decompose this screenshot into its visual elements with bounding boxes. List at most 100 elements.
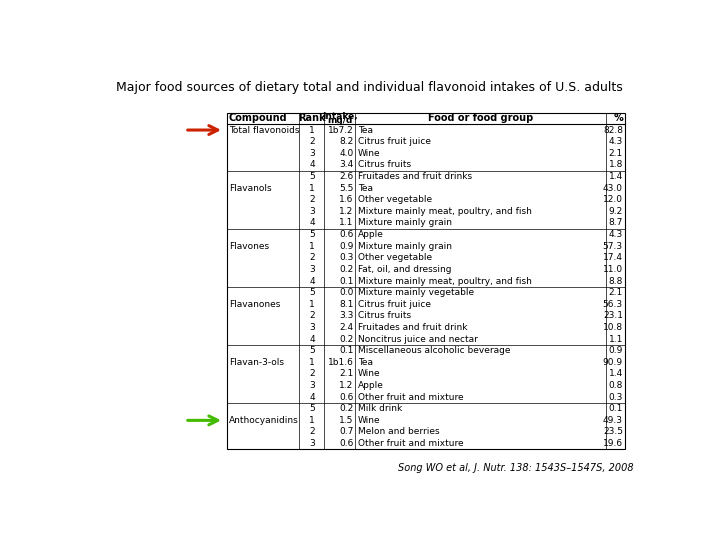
Text: 2: 2 [310, 195, 315, 204]
Text: Tea: Tea [358, 125, 373, 134]
Text: 56.3: 56.3 [603, 300, 623, 309]
Bar [227, 113, 624, 449]
Text: 4: 4 [310, 276, 315, 286]
Text: 3: 3 [309, 439, 315, 448]
Text: Mixture mainly grain: Mixture mainly grain [358, 219, 452, 227]
Text: 1.4: 1.4 [608, 369, 623, 379]
Text: 0.9: 0.9 [339, 242, 354, 251]
Text: 9.2: 9.2 [608, 207, 623, 216]
Text: 1.1: 1.1 [339, 219, 354, 227]
Text: 1: 1 [309, 125, 315, 134]
Text: Total flavonoids: Total flavonoids [229, 125, 300, 134]
Text: 2: 2 [310, 369, 315, 379]
Text: 1: 1 [309, 184, 315, 193]
Text: Other fruit and mixture: Other fruit and mixture [358, 393, 464, 402]
Text: Citrus fruits: Citrus fruits [358, 312, 411, 320]
Text: Apple: Apple [358, 381, 384, 390]
Text: Mixture mainly meat, poultry, and fish: Mixture mainly meat, poultry, and fish [358, 276, 531, 286]
Text: 0.8: 0.8 [608, 381, 623, 390]
Text: Apple: Apple [358, 230, 384, 239]
Text: Wine: Wine [358, 148, 380, 158]
Text: Anthocyanidins: Anthocyanidins [229, 416, 299, 425]
Text: 0.3: 0.3 [608, 393, 623, 402]
Text: 8.8: 8.8 [608, 276, 623, 286]
Text: Miscellaneous alcoholic beverage: Miscellaneous alcoholic beverage [358, 346, 510, 355]
Text: Noncitrus juice and nectar: Noncitrus juice and nectar [358, 335, 477, 343]
Text: 1: 1 [309, 358, 315, 367]
Text: 2: 2 [310, 312, 315, 320]
Text: 1.4: 1.4 [608, 172, 623, 181]
Text: 2.1: 2.1 [339, 369, 354, 379]
Text: 5: 5 [309, 172, 315, 181]
Text: 1b1.6: 1b1.6 [328, 358, 354, 367]
Text: 5: 5 [309, 288, 315, 297]
Text: Fruitades and fruit drinks: Fruitades and fruit drinks [358, 172, 472, 181]
Text: 0.6: 0.6 [339, 393, 354, 402]
Text: 0.6: 0.6 [339, 230, 354, 239]
Text: 23.5: 23.5 [603, 428, 623, 436]
Text: 23.1: 23.1 [603, 312, 623, 320]
Text: Citrus fruits: Citrus fruits [358, 160, 411, 170]
Text: 4: 4 [310, 160, 315, 170]
Text: Flavanones: Flavanones [229, 300, 280, 309]
Text: 0.1: 0.1 [339, 276, 354, 286]
Text: Mixture mainly vegetable: Mixture mainly vegetable [358, 288, 474, 297]
Text: 19.6: 19.6 [603, 439, 623, 448]
Text: 0.2: 0.2 [339, 404, 354, 413]
Text: 2: 2 [310, 137, 315, 146]
Text: 0.1: 0.1 [339, 346, 354, 355]
Text: 1.5: 1.5 [339, 416, 354, 425]
Text: 1.8: 1.8 [608, 160, 623, 170]
Text: 2: 2 [310, 428, 315, 436]
Text: 90.9: 90.9 [603, 358, 623, 367]
Text: 1b7.2: 1b7.2 [328, 125, 354, 134]
Text: 17.4: 17.4 [603, 253, 623, 262]
Text: 82.8: 82.8 [603, 125, 623, 134]
Text: 10.8: 10.8 [603, 323, 623, 332]
Text: 1: 1 [309, 416, 315, 425]
Text: Other vegetable: Other vegetable [358, 195, 432, 204]
Text: 3.4: 3.4 [339, 160, 354, 170]
Text: Song WO et al, J. Nutr. 138: 1543S–1547S, 2008: Song WO et al, J. Nutr. 138: 1543S–1547S… [398, 463, 634, 473]
Text: Mixture mainly meat, poultry, and fish: Mixture mainly meat, poultry, and fish [358, 207, 531, 216]
Text: Citrus fruit juice: Citrus fruit juice [358, 300, 431, 309]
Text: 5: 5 [309, 404, 315, 413]
Text: 57.3: 57.3 [603, 242, 623, 251]
Text: 2: 2 [310, 253, 315, 262]
Text: 0.0: 0.0 [339, 288, 354, 297]
Text: 4.3: 4.3 [608, 230, 623, 239]
Text: 1: 1 [309, 300, 315, 309]
Text: 3.3: 3.3 [339, 312, 354, 320]
Text: 0.2: 0.2 [339, 335, 354, 343]
Text: mg/d: mg/d [328, 116, 353, 125]
Text: Citrus fruit juice: Citrus fruit juice [358, 137, 431, 146]
Text: 0.9: 0.9 [608, 346, 623, 355]
Text: 3: 3 [309, 323, 315, 332]
Text: Tea: Tea [358, 358, 373, 367]
Text: Intake,: Intake, [322, 112, 358, 121]
Text: 8.7: 8.7 [608, 219, 623, 227]
Text: 2.1: 2.1 [608, 148, 623, 158]
Text: 5.5: 5.5 [339, 184, 354, 193]
Text: 4.0: 4.0 [339, 148, 354, 158]
Text: 5: 5 [309, 230, 315, 239]
Text: Tea: Tea [358, 184, 373, 193]
Text: 11.0: 11.0 [603, 265, 623, 274]
Text: Fruitades and fruit drink: Fruitades and fruit drink [358, 323, 467, 332]
Text: 43.0: 43.0 [603, 184, 623, 193]
Text: 2.6: 2.6 [339, 172, 354, 181]
Text: 3: 3 [309, 265, 315, 274]
Text: 2.4: 2.4 [339, 323, 354, 332]
Text: Milk drink: Milk drink [358, 404, 402, 413]
Text: 4: 4 [310, 335, 315, 343]
Text: 0.7: 0.7 [339, 428, 354, 436]
Text: 1.6: 1.6 [339, 195, 354, 204]
Text: 3: 3 [309, 148, 315, 158]
Text: 49.3: 49.3 [603, 416, 623, 425]
Text: Major food sources of dietary total and individual flavonoid intakes of U.S. adu: Major food sources of dietary total and … [116, 81, 622, 94]
Text: 0.3: 0.3 [339, 253, 354, 262]
Text: 2.1: 2.1 [608, 288, 623, 297]
Text: 12.0: 12.0 [603, 195, 623, 204]
Text: 4: 4 [310, 393, 315, 402]
Text: 1.2: 1.2 [339, 381, 354, 390]
